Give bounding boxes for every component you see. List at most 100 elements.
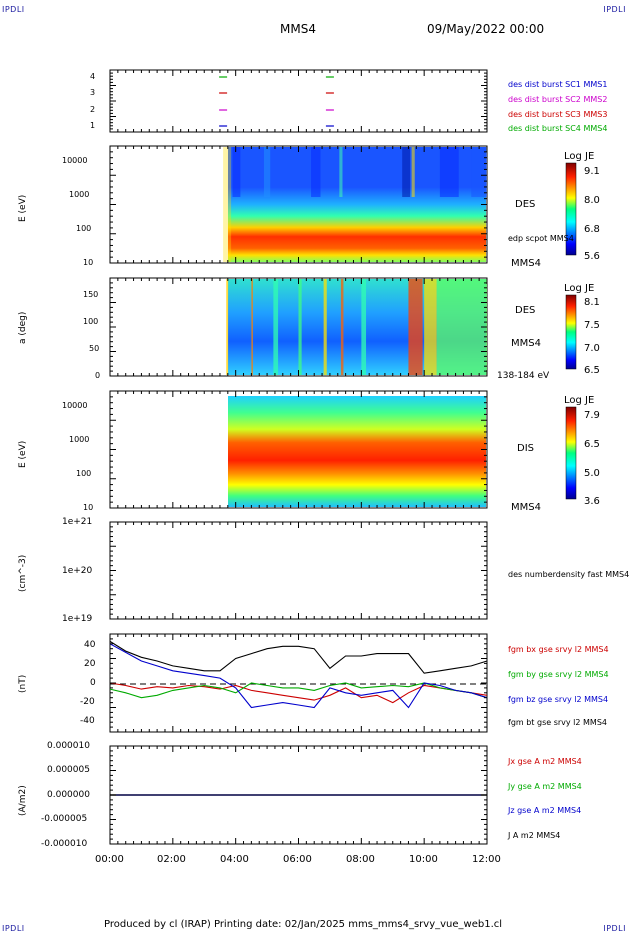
dis-energy-cbar-tick-3: 3.6 [584,496,600,507]
dis-energy-side-label: DIS [517,443,534,454]
colorbar-des-pitch [565,294,577,370]
des-pitch-texture [273,279,279,375]
des-energy-texture [223,147,232,262]
mag-legend-by: fgm by gse srvy l2 MMS4 [508,670,609,679]
xtick-0000: 00:00 [95,854,124,865]
magnetic-series-line [109,640,488,674]
des-energy-cbar-tick-1: 8.0 [584,195,600,206]
panel-magnetic [109,633,488,733]
current-ytick-3: -0.000005 [41,814,88,824]
des-pitch-texture [424,279,437,375]
des-energy-cbar-tick-3: 5.6 [584,251,600,262]
avail-ytick-2: 2 [90,105,96,114]
des-energy-spacecraft-tag: MMS4 [511,258,541,269]
density-ytick-1e21: 1e+21 [62,517,93,527]
des-energy-cbar-tick-0: 9.1 [584,166,600,177]
des-pitch-cbar-tick-2: 7.0 [584,343,600,354]
des-energy-ytick-100: 100 [76,224,92,233]
dis-energy-ylabel: E (eV) [18,440,28,468]
des-energy-texture [411,147,415,197]
density-frame [109,521,488,620]
des-pitch-texture [408,279,423,375]
dis-energy-cbar-tick-0: 7.9 [584,410,600,421]
avail-legend-mms4: des dist burst SC4 MMS4 [508,124,608,133]
avail-legend-mms1: des dist burst SC1 MMS1 [508,80,608,89]
dis-energy-ytick-10: 10 [83,503,94,512]
avail-ytick-4: 4 [90,72,96,81]
des-pitch-ytick-0: 0 [95,371,101,380]
current-ytick-2: 0.000000 [47,790,90,800]
current-legend-j: J A m2 MMS4 [508,831,561,840]
magnetic-frame [109,633,488,733]
des-pitch-ytick-150: 150 [83,290,99,299]
mag-legend-bt: fgm bt gse srvy l2 MMS4 [508,718,607,727]
xtick-0200: 02:00 [157,854,186,865]
des-energy-side-label: DES [515,199,536,210]
des-pitch-spacecraft-tag: MMS4 [511,338,541,349]
des-pitch-texture [251,279,253,375]
des-energy-texture [439,147,459,197]
des-energy-texture [263,147,271,197]
panel-des-energy [109,145,488,264]
des-energy-scpot-label: edp scpot MMS4 [508,234,574,243]
des-pitch-cbar-tick-1: 7.5 [584,320,600,331]
des-pitch-ytick-50: 50 [89,344,100,353]
des-pitch-cbar-tick-3: 6.5 [584,365,600,376]
magnetic-series-line [109,682,488,704]
current-legend-jy: Jy gse A m2 MMS4 [508,782,582,791]
datetime-title: 09/May/2022 00:00 [427,22,545,36]
des-energy-texture [402,147,411,197]
avail-ytick-3: 3 [90,88,96,97]
current-ytick-1: 0.000005 [47,765,90,775]
magnetic-series-line [109,643,488,709]
des-energy-ylabel: E (eV) [18,194,28,222]
corner-label-br: IPDLI [603,924,626,933]
mag-ytick-0: 0 [90,678,96,688]
des-pitch-ylabel: a (deg) [18,311,28,344]
des-energy-colorbar-title: Log JE [564,151,595,162]
current-legend-jx: Jx gse A m2 MMS4 [508,757,582,766]
current-ylabel: (A/m2) [18,785,28,816]
corner-label-tr: IPDLI [603,5,626,14]
xtick-1000: 10:00 [409,854,438,865]
avail-ytick-1: 1 [90,121,96,130]
mag-ytick-minus40: -40 [80,716,95,726]
dis-energy-ytick-10000: 10000 [62,401,88,410]
colorbar-des-energy [565,162,577,256]
density-ytick-1e20: 1e+20 [62,566,93,576]
xtick-0400: 04:00 [220,854,249,865]
des-energy-ytick-1000: 1000 [69,190,90,199]
magnetic-ylabel: (nT) [18,674,28,693]
des-pitch-cbar-tick-0: 8.1 [584,297,600,308]
des-pitch-side-label: DES [515,305,536,316]
panel-dis-energy [109,390,488,509]
xtick-0800: 08:00 [346,854,375,865]
des-pitch-texture [298,279,302,375]
mag-ytick-minus20: -20 [80,697,95,707]
des-energy-texture [311,147,321,197]
des-pitch-texture [436,279,487,375]
dis-energy-cbar-tick-2: 5.0 [584,468,600,479]
current-ytick-4: -0.000010 [41,839,88,849]
panel-availability [109,69,488,133]
des-energy-cbar-tick-2: 6.8 [584,224,600,235]
corner-label-bl: IPDLI [2,924,25,933]
dis-energy-ytick-100: 100 [76,469,92,478]
des-pitch-texture [323,279,327,375]
des-energy-texture [471,147,487,197]
panel-density [109,521,488,620]
density-ytick-1e19: 1e+19 [62,614,93,624]
des-pitch-ytick-100: 100 [83,317,99,326]
mag-ytick-40: 40 [84,640,96,650]
panel-current [109,745,488,845]
xtick-0600: 06:00 [283,854,312,865]
mag-ytick-20: 20 [84,659,96,669]
dis-energy-colorbar-title: Log JE [564,395,595,406]
des-pitch-texture [226,279,229,375]
colorbar-dis-energy [565,406,577,500]
avail-legend-mms2: des dist burst SC2 MMS2 [508,95,608,104]
panel-des-pitch [109,277,488,377]
des-energy-ytick-10: 10 [83,258,94,267]
des-pitch-texture [361,279,367,375]
